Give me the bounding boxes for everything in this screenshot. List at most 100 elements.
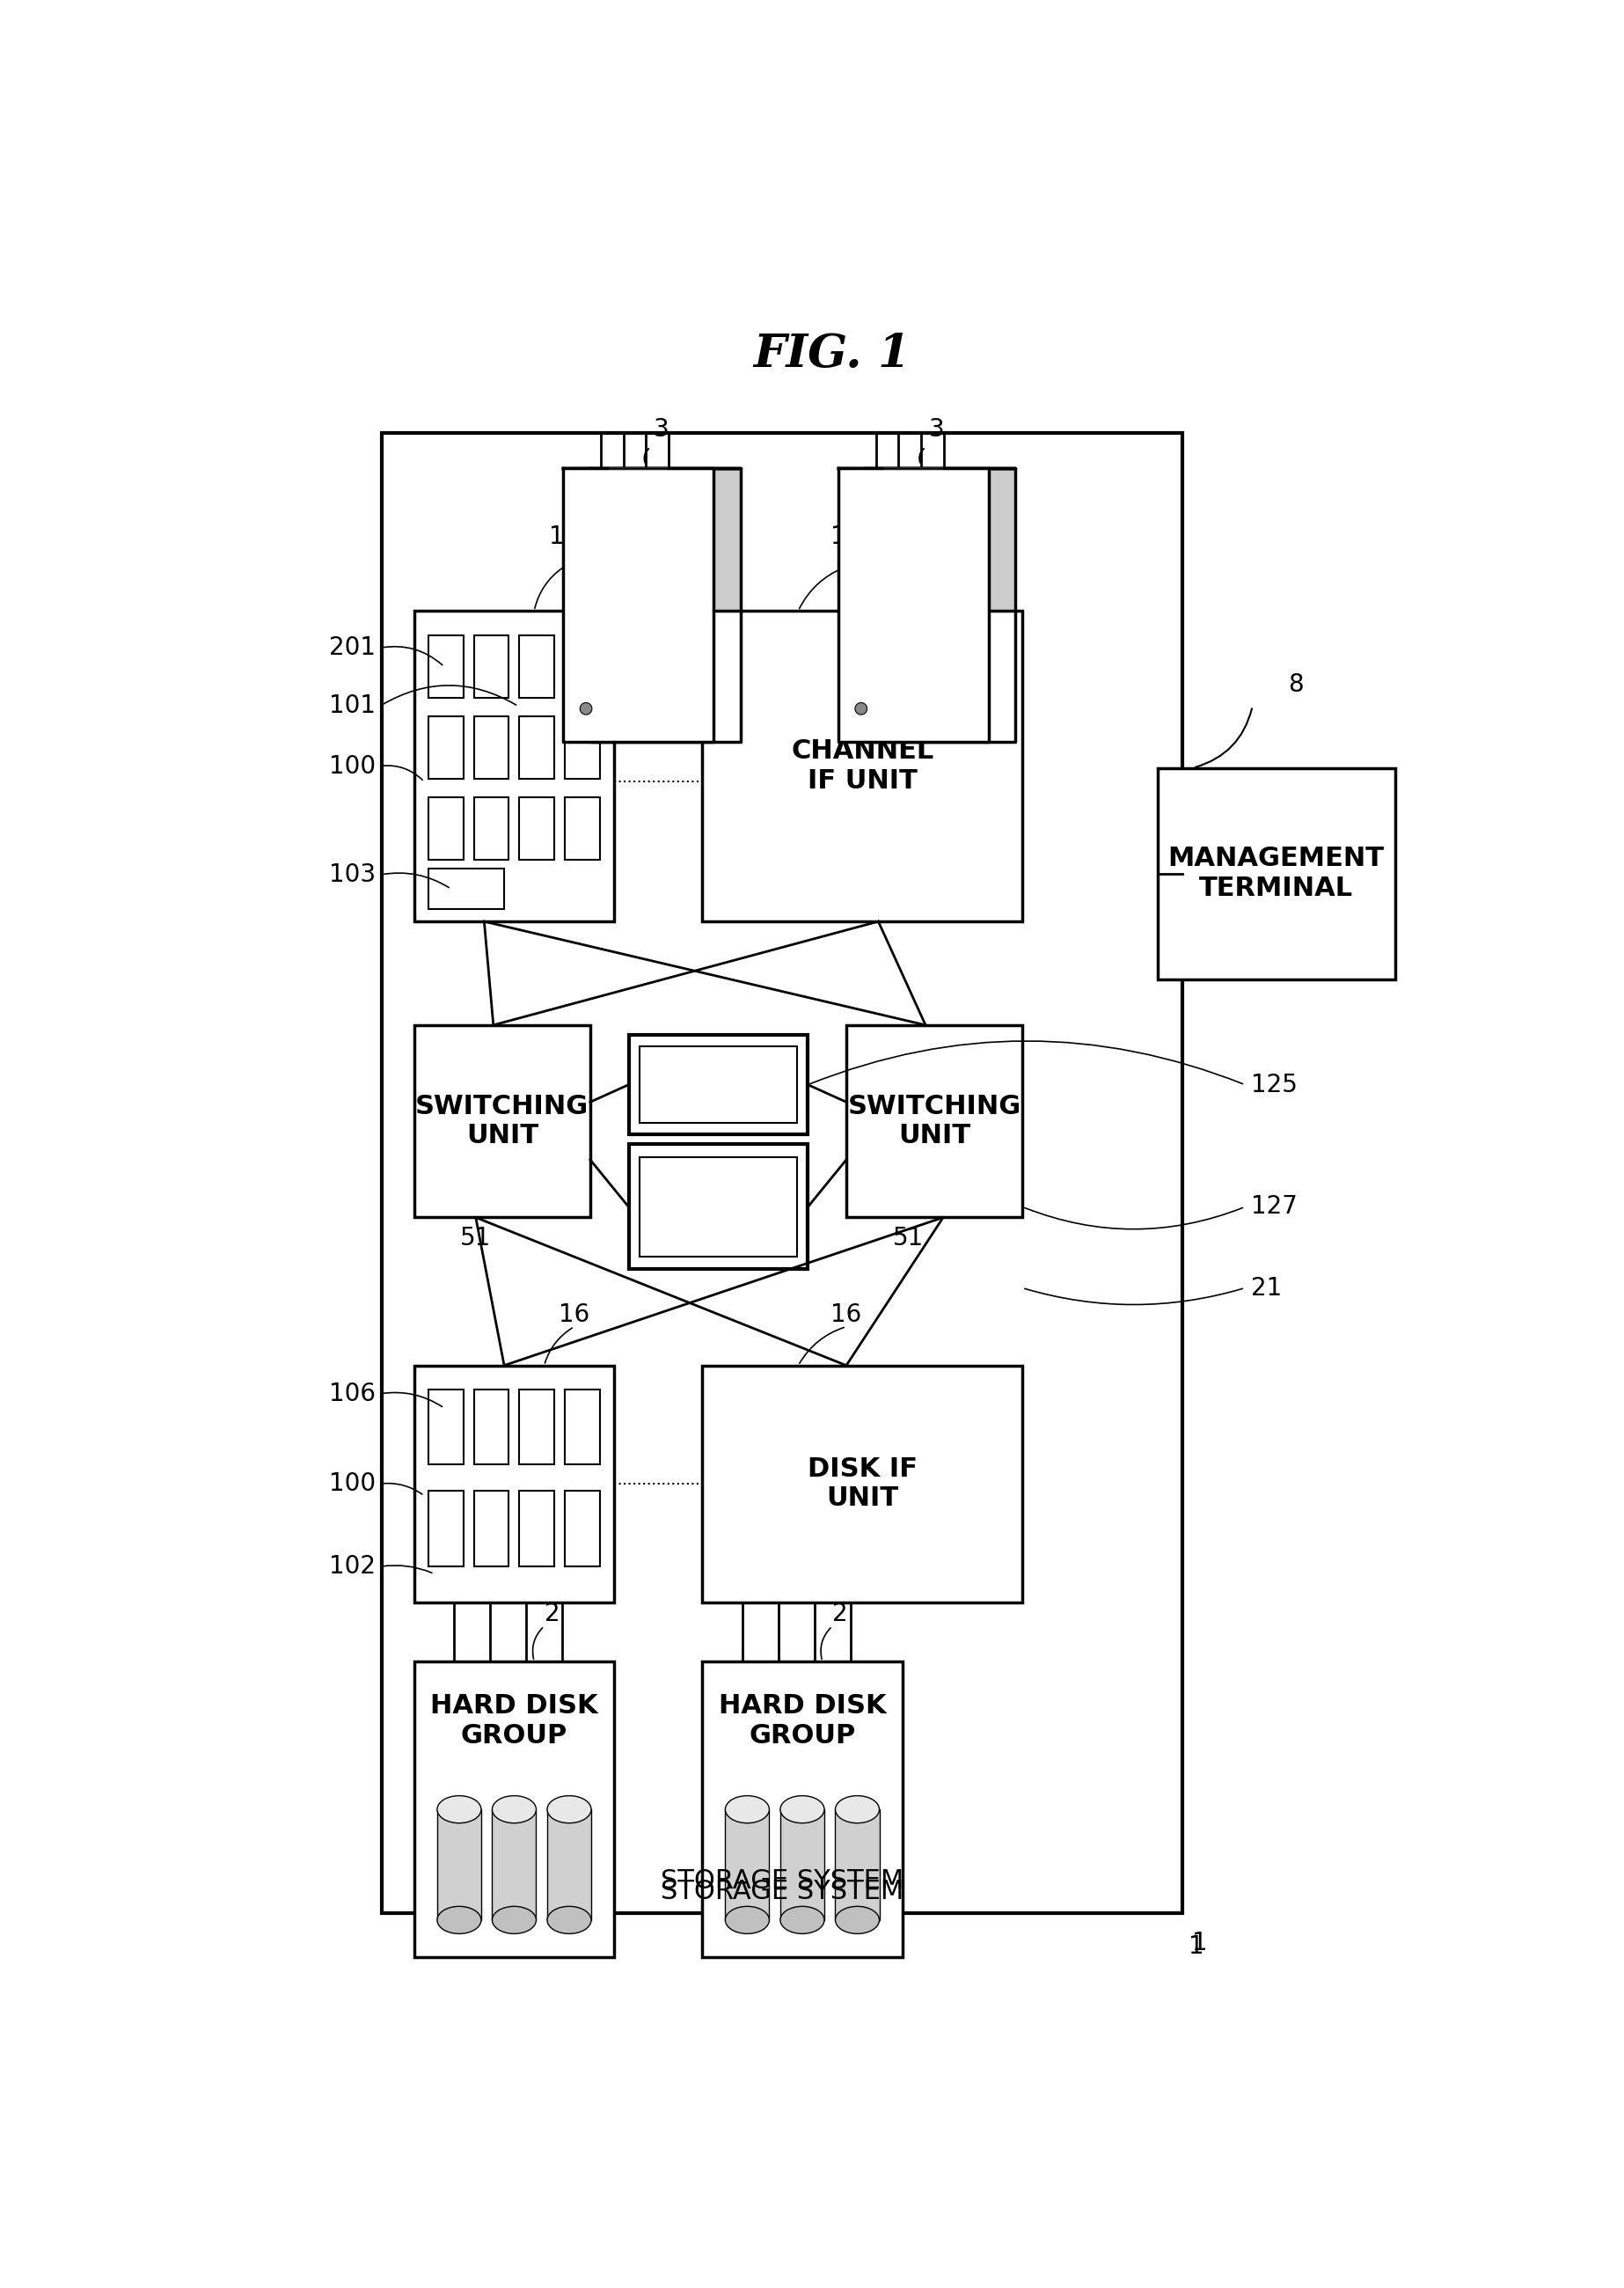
FancyBboxPatch shape <box>429 796 463 860</box>
Ellipse shape <box>547 1796 591 1824</box>
FancyBboxPatch shape <box>1158 769 1395 979</box>
FancyBboxPatch shape <box>702 1366 1023 1602</box>
Text: 21: 21 <box>1250 1277 1283 1300</box>
Text: 201: 201 <box>330 636 375 661</box>
Text: STORAGE SYSTEM: STORAGE SYSTEM <box>661 1878 905 1904</box>
Text: 102: 102 <box>330 1554 375 1579</box>
FancyBboxPatch shape <box>474 1492 508 1567</box>
FancyBboxPatch shape <box>492 1810 536 1920</box>
Ellipse shape <box>726 1796 770 1824</box>
Text: MANAGEMENT
TERMINAL: MANAGEMENT TERMINAL <box>1168 847 1384 901</box>
Polygon shape <box>866 469 1015 741</box>
FancyBboxPatch shape <box>888 490 906 714</box>
FancyBboxPatch shape <box>726 1810 770 1920</box>
Text: HARD DISK
GROUP: HARD DISK GROUP <box>430 1693 598 1748</box>
Circle shape <box>580 702 593 714</box>
Text: SWITCHING
UNIT: SWITCHING UNIT <box>848 1094 1021 1149</box>
Text: SWITCHING
UNIT: SWITCHING UNIT <box>416 1094 590 1149</box>
FancyBboxPatch shape <box>520 716 554 778</box>
Polygon shape <box>591 469 741 741</box>
Text: 101: 101 <box>330 693 375 718</box>
Text: 51: 51 <box>460 1226 492 1252</box>
FancyBboxPatch shape <box>646 490 664 714</box>
FancyBboxPatch shape <box>565 716 601 778</box>
FancyBboxPatch shape <box>601 478 633 490</box>
FancyBboxPatch shape <box>565 1389 601 1464</box>
Text: 100: 100 <box>330 753 375 778</box>
FancyBboxPatch shape <box>474 796 508 860</box>
Text: 103: 103 <box>330 863 375 888</box>
Text: 11: 11 <box>549 524 580 549</box>
FancyBboxPatch shape <box>429 869 503 908</box>
Text: 3: 3 <box>653 416 669 442</box>
Text: 2: 2 <box>544 1602 560 1627</box>
FancyBboxPatch shape <box>854 490 872 714</box>
Ellipse shape <box>835 1796 879 1824</box>
Ellipse shape <box>780 1796 825 1824</box>
Text: 1: 1 <box>1189 1933 1203 1959</box>
FancyBboxPatch shape <box>835 1810 879 1920</box>
Text: 127: 127 <box>1250 1194 1298 1220</box>
FancyBboxPatch shape <box>628 1144 807 1270</box>
FancyBboxPatch shape <box>565 796 601 860</box>
FancyBboxPatch shape <box>429 1492 463 1567</box>
Text: 106: 106 <box>330 1382 375 1407</box>
Text: HARD DISK
GROUP: HARD DISK GROUP <box>718 1693 887 1748</box>
FancyBboxPatch shape <box>520 796 554 860</box>
FancyBboxPatch shape <box>382 432 1182 1913</box>
FancyBboxPatch shape <box>474 716 508 778</box>
FancyBboxPatch shape <box>580 490 598 714</box>
Text: 51: 51 <box>893 1226 924 1252</box>
Ellipse shape <box>835 1906 879 1933</box>
Text: 3: 3 <box>929 416 944 442</box>
FancyBboxPatch shape <box>414 611 614 922</box>
FancyBboxPatch shape <box>780 1810 825 1920</box>
FancyBboxPatch shape <box>429 716 463 778</box>
FancyBboxPatch shape <box>547 1810 591 1920</box>
FancyBboxPatch shape <box>520 636 554 698</box>
Text: 8: 8 <box>1288 673 1304 698</box>
FancyBboxPatch shape <box>429 1389 463 1464</box>
Text: 100: 100 <box>330 1471 375 1496</box>
FancyBboxPatch shape <box>640 1158 797 1256</box>
FancyBboxPatch shape <box>921 490 939 714</box>
Ellipse shape <box>780 1906 825 1933</box>
FancyBboxPatch shape <box>628 1034 807 1135</box>
FancyBboxPatch shape <box>846 1025 1023 1217</box>
Text: 16: 16 <box>559 1302 590 1327</box>
FancyBboxPatch shape <box>702 611 1023 922</box>
Circle shape <box>856 702 867 714</box>
Text: CHANNEL
IF UNIT: CHANNEL IF UNIT <box>791 739 934 794</box>
FancyBboxPatch shape <box>474 1389 508 1464</box>
Ellipse shape <box>492 1906 536 1933</box>
FancyBboxPatch shape <box>474 636 508 698</box>
FancyBboxPatch shape <box>565 636 601 698</box>
Polygon shape <box>838 469 989 741</box>
Ellipse shape <box>437 1796 481 1824</box>
FancyBboxPatch shape <box>414 1366 614 1602</box>
FancyBboxPatch shape <box>702 1661 903 1959</box>
Ellipse shape <box>492 1796 536 1824</box>
Text: 2: 2 <box>831 1602 848 1627</box>
FancyBboxPatch shape <box>640 1046 797 1123</box>
FancyBboxPatch shape <box>414 1025 590 1217</box>
FancyBboxPatch shape <box>955 490 973 714</box>
Text: 16: 16 <box>831 1302 862 1327</box>
FancyBboxPatch shape <box>437 1810 481 1920</box>
Text: DISK IF
UNIT: DISK IF UNIT <box>807 1455 918 1512</box>
Text: 125: 125 <box>1250 1073 1298 1096</box>
FancyBboxPatch shape <box>680 490 698 714</box>
FancyBboxPatch shape <box>875 478 909 490</box>
Text: STORAGE SYSTEM: STORAGE SYSTEM <box>661 1869 905 1894</box>
Polygon shape <box>564 469 713 741</box>
Ellipse shape <box>437 1906 481 1933</box>
Ellipse shape <box>547 1906 591 1933</box>
Ellipse shape <box>726 1906 770 1933</box>
FancyBboxPatch shape <box>429 636 463 698</box>
Text: 1: 1 <box>1192 1931 1208 1956</box>
Text: FIG. 1: FIG. 1 <box>754 332 911 375</box>
FancyBboxPatch shape <box>520 1389 554 1464</box>
FancyBboxPatch shape <box>565 1492 601 1567</box>
FancyBboxPatch shape <box>520 1492 554 1567</box>
FancyBboxPatch shape <box>414 1661 614 1959</box>
